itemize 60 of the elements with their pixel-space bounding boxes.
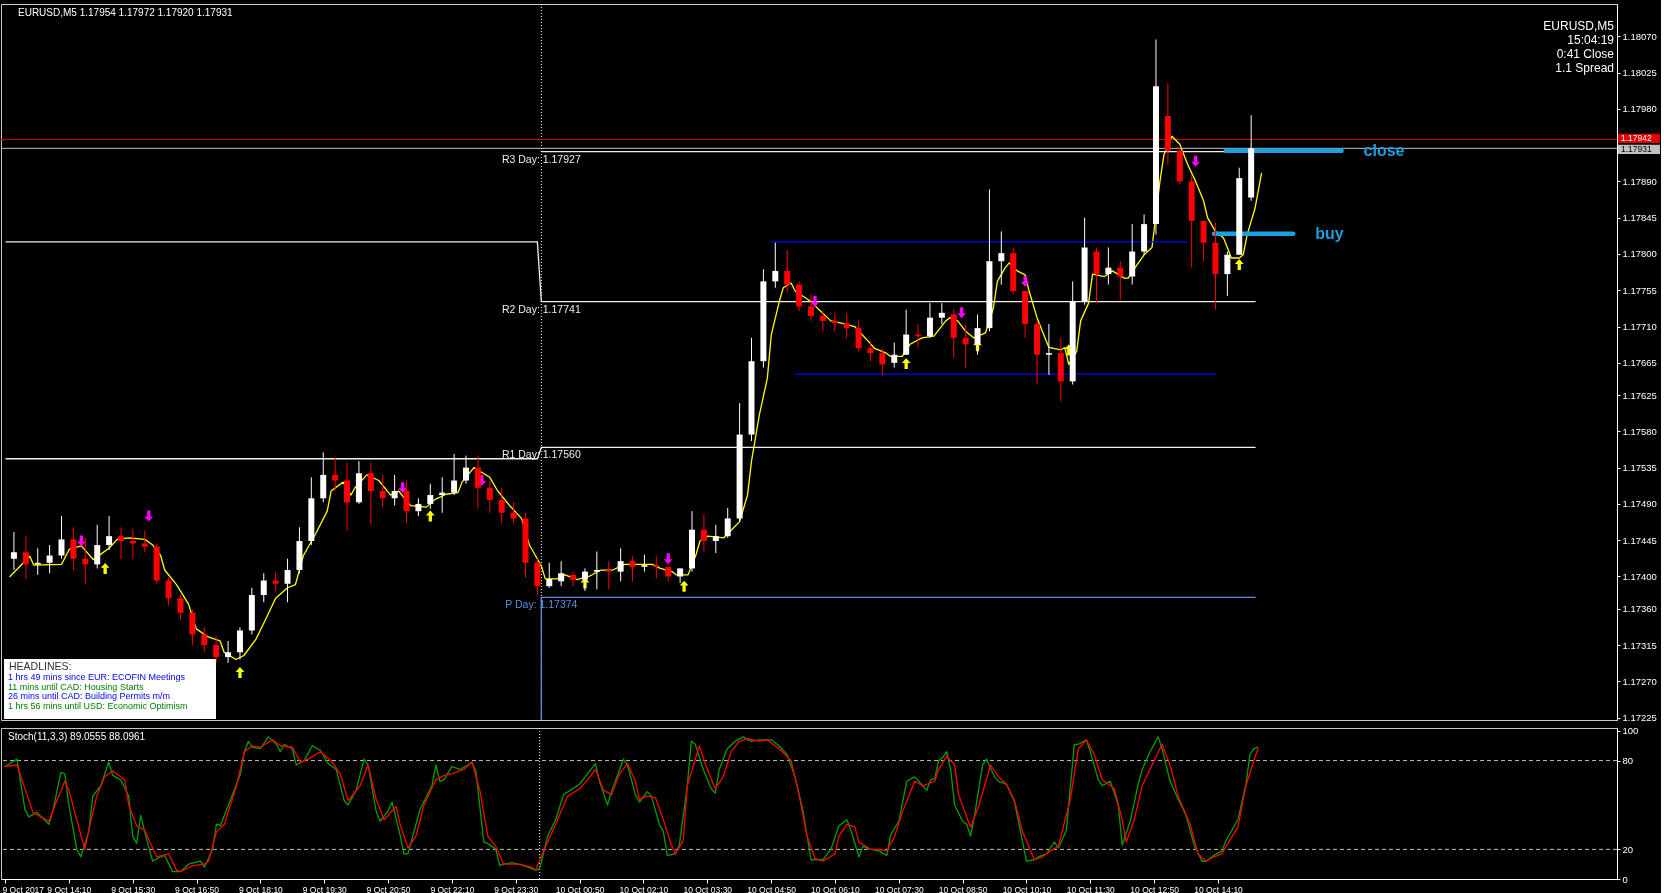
x-tick-label: 9 Oct 14:10 [47, 884, 92, 893]
x-tick-label: 10 Oct 10:10 [1002, 884, 1052, 893]
y-tick-label: 1.17980 [1622, 103, 1657, 115]
y-tick-label: 1.17535 [1622, 462, 1657, 474]
x-tick-label: 10 Oct 00:50 [555, 884, 605, 893]
x-tick-label: 9 Oct 22:10 [430, 884, 475, 893]
x-tick-label: 10 Oct 03:30 [683, 884, 733, 893]
x-tick-label: 10 Oct 07:30 [874, 884, 924, 893]
x-tick-label: 9 Oct 19:30 [302, 884, 347, 893]
y-tick-label: 1.17800 [1622, 248, 1657, 260]
y-tick-label: 1.17625 [1622, 389, 1657, 401]
y-tick-label: 1.17710 [1622, 321, 1657, 333]
annotation: 11 mins until CAD: Housing Starts [8, 681, 144, 692]
text: HEADLINES: [9, 660, 72, 672]
ref-line-label: 1.17942 [1621, 133, 1652, 144]
ref-line-label: 1.17931 [1621, 144, 1652, 155]
series-label: buy [1315, 224, 1344, 242]
annotation: EURUSD,M5 [1543, 19, 1615, 33]
y-tick-label: 1.18025 [1622, 67, 1657, 79]
y-tick-label: 1.17360 [1622, 603, 1657, 615]
annotation: 1 hrs 56 mins until USD: Economic Optimism [8, 700, 188, 711]
x-tick-label: 9 Oct 2017 [2, 884, 45, 893]
x-tick-label: 10 Oct 08:50 [938, 884, 988, 893]
x-tick-label: 9 Oct 20:50 [366, 884, 411, 893]
x-tick-label: 10 Oct 06:10 [811, 884, 861, 893]
x-tick-label: 9 Oct 15:30 [111, 884, 156, 893]
y-tick-label: 1.17400 [1622, 570, 1657, 582]
x-tick-label: 10 Oct 14:10 [1194, 884, 1244, 893]
y-tick-label: 1.17270 [1622, 675, 1657, 687]
y-tick-label: 1.17665 [1622, 357, 1657, 369]
chart-title: EURUSD,M5 1.17954 1.17972 1.17920 1.17931 [18, 7, 234, 18]
x-tick-label: 9 Oct 23:30 [494, 884, 539, 893]
y-tick-label: 1.17890 [1622, 175, 1657, 187]
x-tick-label: 10 Oct 04:50 [747, 884, 797, 893]
annotation: R1 Day: 1.17560 [501, 448, 581, 461]
y-tick-label: 1.17490 [1622, 498, 1657, 510]
y-tick-label: 20 [1622, 843, 1634, 855]
y-tick-label: 1.17845 [1622, 212, 1657, 224]
annotation: 1.1 Spread [1555, 61, 1614, 75]
x-tick-label: 9 Oct 18:10 [238, 884, 284, 893]
y-tick-label: 80 [1622, 755, 1634, 767]
annotation: 26 mins until CAD: Building Permits m/m [8, 691, 171, 701]
y-tick-label: 0 [1622, 873, 1628, 885]
y-tick-label: 1.18070 [1622, 30, 1657, 42]
x-tick-label: 10 Oct 02:10 [619, 884, 669, 893]
x-tick-label: 9 Oct 16:50 [175, 884, 220, 893]
x-tick-label: 10 Oct 11:30 [1066, 884, 1116, 893]
x-tick-label: 10 Oct 12:50 [1130, 884, 1180, 893]
annotation: 15:04:19 [1567, 33, 1615, 47]
y-tick-label: 1.17755 [1622, 284, 1657, 296]
chart-title: Stoch(11,3,3) 89.0555 88.0961 [8, 731, 146, 742]
annotation: R3 Day: 1.17927 [501, 152, 581, 165]
y-tick-label: 1.17315 [1622, 639, 1657, 651]
y-tick-label: 1.17225 [1622, 712, 1657, 724]
annotation: 1 hrs 49 mins since EUR: ECOFIN Meetings [8, 672, 186, 682]
y-tick-label: 100 [1622, 725, 1639, 737]
y-tick-label: 1.17445 [1622, 534, 1657, 546]
y-tick-label: 1.17580 [1622, 425, 1657, 437]
annotation: 0:41 Close [1556, 47, 1615, 61]
annotation: R2 Day: 1.17741 [501, 302, 581, 315]
